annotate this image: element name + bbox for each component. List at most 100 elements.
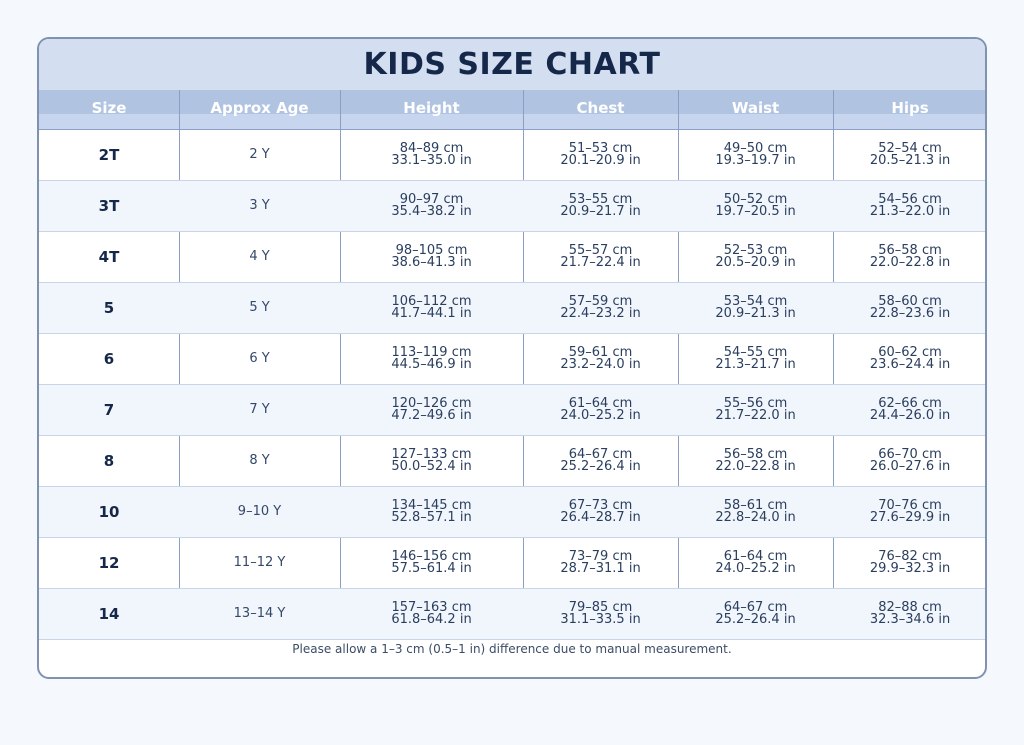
column-divider bbox=[179, 232, 180, 282]
column-divider bbox=[523, 538, 524, 588]
value-cm: 64–67 cm bbox=[723, 600, 788, 615]
value-in: 61.8–64.2 in bbox=[391, 612, 472, 627]
column-divider bbox=[340, 538, 341, 588]
size-label: 8 bbox=[103, 452, 115, 470]
column-divider bbox=[678, 130, 679, 180]
value-in: 22.0–22.8 in bbox=[715, 459, 796, 474]
column-header-age: Approx Age bbox=[210, 99, 309, 117]
value-cm: 134–145 cm bbox=[391, 498, 472, 513]
value-in: 20.9–21.7 in bbox=[560, 204, 641, 219]
cell-chest: 73–79 cm 28.7–31.1 in bbox=[523, 538, 678, 588]
value-in: 33.1–35.0 in bbox=[391, 153, 472, 168]
value-cm: 76–82 cm bbox=[878, 549, 942, 564]
cell-hips: 56–58 cm 22.0–22.8 in bbox=[833, 232, 985, 282]
cell-height: 84–89 cm 33.1–35.0 in bbox=[340, 130, 523, 180]
value-in: 31.1–33.5 in bbox=[560, 612, 641, 627]
value-in: 47.2–49.6 in bbox=[391, 408, 472, 423]
value-in: 29.9–32.3 in bbox=[869, 561, 951, 576]
age-label: 9–10 Y bbox=[237, 504, 282, 519]
value-cm: 70–76 cm bbox=[878, 498, 942, 513]
cell-size: 10 bbox=[39, 487, 179, 537]
value-in: 21.7–22.0 in bbox=[715, 408, 796, 423]
value-in: 22.0–22.8 in bbox=[869, 255, 951, 270]
header-column-divider bbox=[523, 90, 524, 129]
table-row: 4T 4 Y 98–105 cm 38.6–41.3 in 55–57 cm 21.7–2… bbox=[39, 232, 985, 283]
cell-chest: 61–64 cm 24.0–25.2 in bbox=[523, 385, 678, 435]
chart-title: KIDS SIZE CHART bbox=[363, 47, 661, 82]
column-divider bbox=[678, 538, 679, 588]
column-divider bbox=[833, 334, 834, 384]
column-divider bbox=[340, 436, 341, 486]
cell-waist: 50–52 cm 19.7–20.5 in bbox=[678, 181, 833, 231]
value-in: 25.2–26.4 in bbox=[715, 612, 796, 627]
column-divider bbox=[523, 232, 524, 282]
age-label: 8 Y bbox=[249, 453, 270, 468]
value-in: 27.6–29.9 in bbox=[869, 510, 951, 525]
header-column-divider bbox=[340, 90, 341, 129]
cell-size: 5 bbox=[39, 283, 179, 333]
cell-age: 3 Y bbox=[179, 181, 340, 231]
column-divider bbox=[678, 334, 679, 384]
value-cm: 52–53 cm bbox=[723, 243, 788, 258]
column-header-waist: Waist bbox=[731, 99, 780, 117]
value-in: 44.5–46.9 in bbox=[391, 357, 472, 372]
cell-chest: 57–59 cm 22.4–23.2 in bbox=[523, 283, 678, 333]
cell-chest: 53–55 cm 20.9–21.7 in bbox=[523, 181, 678, 231]
value-cm: 106–112 cm bbox=[391, 294, 472, 309]
column-divider bbox=[179, 334, 180, 384]
cell-height: 146–156 cm 57.5–61.4 in bbox=[340, 538, 523, 588]
cell-size: 4T bbox=[39, 232, 179, 282]
cell-hips: 62–66 cm 24.4–26.0 in bbox=[833, 385, 985, 435]
column-header-height: Height bbox=[403, 99, 460, 117]
age-label: 6 Y bbox=[249, 351, 270, 366]
value-in: 19.7–20.5 in bbox=[715, 204, 796, 219]
column-header-size: Size bbox=[91, 99, 127, 117]
table-row: 14 13–14 Y 157–163 cm 61.8–64.2 in 79–85 cm 3… bbox=[39, 589, 985, 640]
size-chart-card: KIDS SIZE CHART Size Approx Age Height Ches… bbox=[37, 37, 987, 679]
value-cm: 90–97 cm bbox=[399, 192, 464, 207]
column-divider bbox=[678, 436, 679, 486]
value-in: 22.4–23.2 in bbox=[560, 306, 641, 321]
cell-height: 106–112 cm 41.7–44.1 in bbox=[340, 283, 523, 333]
value-cm: 82–88 cm bbox=[878, 600, 942, 615]
column-header-hips: Hips bbox=[891, 99, 929, 117]
column-divider bbox=[340, 130, 341, 180]
cell-height: 157–163 cm 61.8–64.2 in bbox=[340, 589, 523, 639]
value-in: 35.4–38.2 in bbox=[391, 204, 472, 219]
column-header-chest: Chest bbox=[576, 99, 625, 117]
value-cm: 53–55 cm bbox=[568, 192, 633, 207]
value-cm: 113–119 cm bbox=[391, 345, 472, 360]
column-divider bbox=[179, 538, 180, 588]
column-divider bbox=[179, 436, 180, 486]
value-cm: 64–67 cm bbox=[568, 447, 633, 462]
cell-height: 98–105 cm 38.6–41.3 in bbox=[340, 232, 523, 282]
value-cm: 127–133 cm bbox=[391, 447, 472, 462]
value-cm: 98–105 cm bbox=[395, 243, 468, 258]
column-divider bbox=[523, 130, 524, 180]
cell-waist: 54–55 cm 21.3–21.7 in bbox=[678, 334, 833, 384]
cell-hips: 66–70 cm 26.0–27.6 in bbox=[833, 436, 985, 486]
table-header-strip bbox=[39, 114, 985, 129]
value-in: 26.4–28.7 in bbox=[560, 510, 641, 525]
table-header-row bbox=[39, 90, 985, 114]
table-row: 3T 3 Y 90–97 cm 35.4–38.2 in 53–55 cm 20.9–21… bbox=[39, 181, 985, 232]
cell-age: 5 Y bbox=[179, 283, 340, 333]
value-in: 38.6–41.3 in bbox=[391, 255, 472, 270]
table-header-divider bbox=[39, 129, 985, 130]
cell-size: 8 bbox=[39, 436, 179, 486]
cell-waist: 52–53 cm 20.5–20.9 in bbox=[678, 232, 833, 282]
cell-hips: 52–54 cm 20.5–21.3 in bbox=[833, 130, 985, 180]
cell-chest: 64–67 cm 25.2–26.4 in bbox=[523, 436, 678, 486]
value-in: 28.7–31.1 in bbox=[560, 561, 641, 576]
size-label: 2T bbox=[98, 146, 120, 164]
cell-age: 13–14 Y bbox=[179, 589, 340, 639]
value-in: 32.3–34.6 in bbox=[869, 612, 951, 627]
header-column-divider bbox=[179, 90, 180, 129]
value-in: 25.2–26.4 in bbox=[560, 459, 641, 474]
age-label: 13–14 Y bbox=[233, 606, 286, 621]
value-cm: 53–54 cm bbox=[723, 294, 788, 309]
value-cm: 50–52 cm bbox=[723, 192, 788, 207]
age-label: 11–12 Y bbox=[233, 555, 286, 570]
